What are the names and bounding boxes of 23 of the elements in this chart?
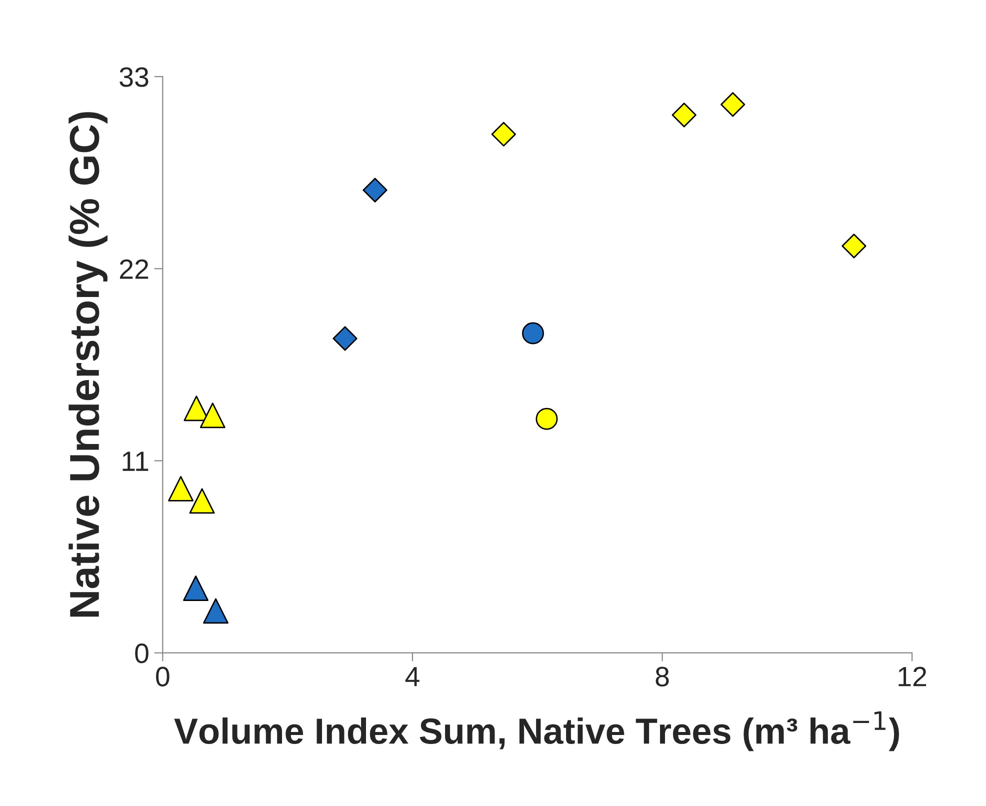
point xyxy=(536,408,558,430)
y-tick-label: 11 xyxy=(122,452,148,471)
y-axis-title: Native Understory (% GC) xyxy=(68,112,108,617)
x-tick-label: 4 xyxy=(405,667,420,686)
y-tick-label: 0 xyxy=(135,644,148,664)
x-tick-label: 8 xyxy=(656,666,669,686)
point xyxy=(522,322,544,344)
point xyxy=(672,102,696,128)
point xyxy=(200,402,226,428)
y-tick-label: 33 xyxy=(120,67,148,87)
point xyxy=(183,576,209,601)
point xyxy=(203,598,228,624)
point xyxy=(491,122,516,147)
point xyxy=(168,476,194,502)
x-axis-title: Volume Index Sum, Native Trees (m³ ha$^{−1}$) xyxy=(174,711,900,752)
point xyxy=(842,234,866,258)
point xyxy=(189,488,215,514)
point xyxy=(362,178,388,202)
y-tick-label: 22 xyxy=(120,259,148,279)
point xyxy=(720,92,746,117)
x-tick-label: 12 xyxy=(898,666,926,686)
point xyxy=(332,326,358,351)
x-tick-label: 0 xyxy=(156,666,170,686)
